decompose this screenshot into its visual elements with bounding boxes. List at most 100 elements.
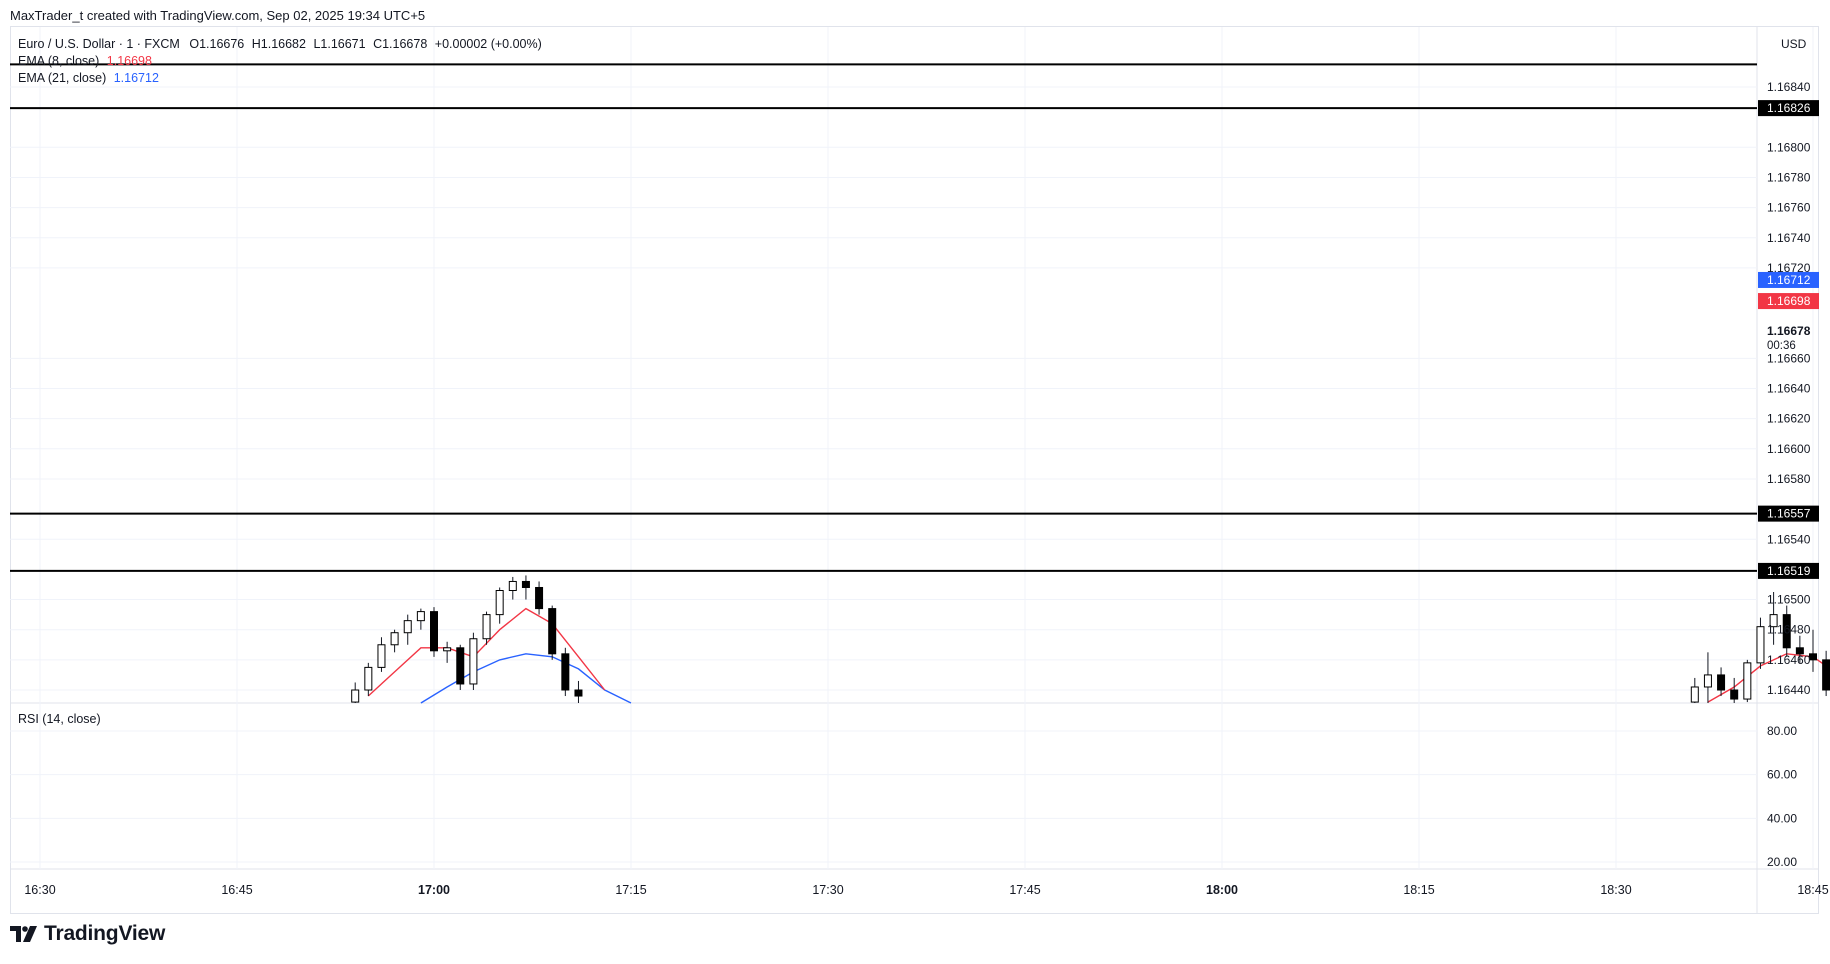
ema8-value: 1.16698 xyxy=(106,54,152,68)
time-tick-label: 18:15 xyxy=(1403,883,1434,897)
price-tick-label: 1.16620 xyxy=(1767,412,1811,426)
candle-bull xyxy=(508,580,517,592)
price-tick-label: 1.16480 xyxy=(1767,623,1811,637)
price-tick-label: 1.16760 xyxy=(1767,201,1811,215)
ema21-line xyxy=(420,653,632,704)
horizontal-lines xyxy=(10,63,1757,572)
change-value: +0.00002 (+0.00%) xyxy=(434,37,542,51)
candle-bear xyxy=(456,647,465,685)
candle-bull xyxy=(1743,662,1752,700)
candle-bull xyxy=(364,666,373,691)
price-tick-label: 1.16440 xyxy=(1767,683,1811,697)
candle-bull xyxy=(351,689,360,703)
price-axis[interactable]: USD 1.16440 1.16460 1.16480 1.16500 1.16540 1.… xyxy=(1767,37,1811,697)
price-marker-bg xyxy=(1758,293,1819,310)
candle-bear xyxy=(1795,647,1804,655)
legend-ema21-row[interactable]: EMA (21, close) 1.16712 xyxy=(18,70,542,87)
candle-bull xyxy=(495,590,504,616)
candle-bull xyxy=(443,647,452,652)
ema21-value: 1.16712 xyxy=(113,71,159,85)
grid xyxy=(10,27,1819,914)
candle-bear xyxy=(1730,689,1739,700)
price-tick-label: 1.16740 xyxy=(1767,231,1811,245)
level-label-bg xyxy=(1758,562,1819,579)
candle-bear xyxy=(521,580,530,588)
high-value: 1.16682 xyxy=(260,37,306,51)
level-label-bg xyxy=(1758,100,1819,117)
level-label: 1.16826 xyxy=(1767,101,1811,115)
candle-bear xyxy=(535,586,544,610)
price-tick-label: 1.16640 xyxy=(1767,382,1811,396)
chart-frame xyxy=(10,26,1819,914)
rsi-tick-label: 20.00 xyxy=(1767,855,1797,869)
candle-bear xyxy=(548,608,557,655)
time-tick-label: 16:45 xyxy=(221,883,252,897)
tradingview-logo-icon xyxy=(10,926,37,942)
chart-credit: MaxTrader_t created with TradingView.com… xyxy=(10,8,426,23)
level-label-bg xyxy=(1758,505,1819,522)
rsi-legend[interactable]: RSI (14, close) xyxy=(18,712,101,726)
time-tick-label: 17:00 xyxy=(418,883,450,897)
open-label: O xyxy=(189,37,200,51)
low-value: 1.16671 xyxy=(320,37,366,51)
candle-bear xyxy=(430,611,438,652)
time-tick-label: 18:45 xyxy=(1797,883,1828,897)
legend-ema8-row[interactable]: EMA (8, close) 1.16698 xyxy=(18,53,542,70)
candle-bull xyxy=(469,638,478,685)
legend-symbol-row: Euro / U.S. Dollar · 1 · FXCM O1.16676 H… xyxy=(18,36,542,53)
symbol-name[interactable]: Euro / U.S. Dollar · 1 · FXCM xyxy=(18,37,180,51)
price-axis-labels: 1.16826 1.16557 1.16519 1.16712 1.16698 1.166… xyxy=(1758,100,1819,579)
price-marker-label: 1.16712 xyxy=(1767,273,1811,287)
brand[interactable]: TradingView xyxy=(10,922,165,946)
time-tick-label: 18:00 xyxy=(1206,883,1238,897)
price-tick-label: 1.16840 xyxy=(1767,80,1811,94)
level-label: 1.16557 xyxy=(1767,507,1811,521)
last-price-label: 1.16678 xyxy=(1767,324,1811,338)
candle-bear xyxy=(1809,653,1817,661)
candle-bull xyxy=(416,611,425,622)
candle-bear xyxy=(561,653,570,691)
candle-bear xyxy=(1822,659,1830,691)
brand-name: TradingView xyxy=(44,922,166,945)
time-tick-label: 17:15 xyxy=(615,883,646,897)
rsi-axis[interactable]: 80.00 60.00 40.00 20.00 xyxy=(1767,724,1797,869)
price-tick-label: 1.16800 xyxy=(1767,140,1811,154)
candle-bear xyxy=(1717,674,1726,691)
ema21-label: EMA (21, close) xyxy=(18,71,107,85)
rsi-tick-label: 40.00 xyxy=(1767,811,1797,825)
candle-bear xyxy=(574,689,583,697)
candle-bull xyxy=(482,614,491,640)
candle-bull xyxy=(403,620,412,634)
price-tick-label: 1.16780 xyxy=(1767,170,1811,184)
high-label: H xyxy=(251,37,261,51)
price-tick-label: 1.16580 xyxy=(1767,472,1811,486)
price-tick-label: 1.16660 xyxy=(1767,351,1811,365)
candle-bear xyxy=(1782,614,1791,649)
time-tick-label: 18:30 xyxy=(1600,883,1631,897)
price-tick-label: 1.16460 xyxy=(1767,653,1811,667)
rsi-tick-label: 80.00 xyxy=(1767,724,1797,738)
time-axis[interactable]: 16:30 16:45 17:00 17:15 17:30 17:45 18:00 18:15… xyxy=(24,883,1830,897)
candle-bull xyxy=(1756,626,1765,664)
low-label: L xyxy=(313,37,321,51)
price-tick-label: 1.16720 xyxy=(1767,261,1811,275)
candle-bull xyxy=(1703,674,1712,688)
price-marker-label: 1.16698 xyxy=(1767,294,1811,308)
ema8-label: EMA (8, close) xyxy=(18,54,100,68)
open-value: 1.16676 xyxy=(199,37,245,51)
candle-bull xyxy=(1690,686,1699,703)
time-tick-label: 17:45 xyxy=(1009,883,1040,897)
currency-label: USD xyxy=(1781,37,1807,51)
rsi-tick-label: 60.00 xyxy=(1767,768,1797,782)
bar-countdown: 00:36 xyxy=(1767,340,1796,352)
price-marker-bg xyxy=(1758,271,1819,288)
level-label: 1.16519 xyxy=(1767,564,1811,578)
close-label: C xyxy=(373,37,383,51)
close-value: 1.16678 xyxy=(382,37,428,51)
price-tick-label: 1.16600 xyxy=(1767,442,1811,456)
time-tick-label: 17:30 xyxy=(812,883,843,897)
price-tick-label: 1.16500 xyxy=(1767,593,1811,607)
time-tick-label: 16:30 xyxy=(24,883,55,897)
chart-legend: Euro / U.S. Dollar · 1 · FXCM O1.16676 H… xyxy=(18,36,542,87)
